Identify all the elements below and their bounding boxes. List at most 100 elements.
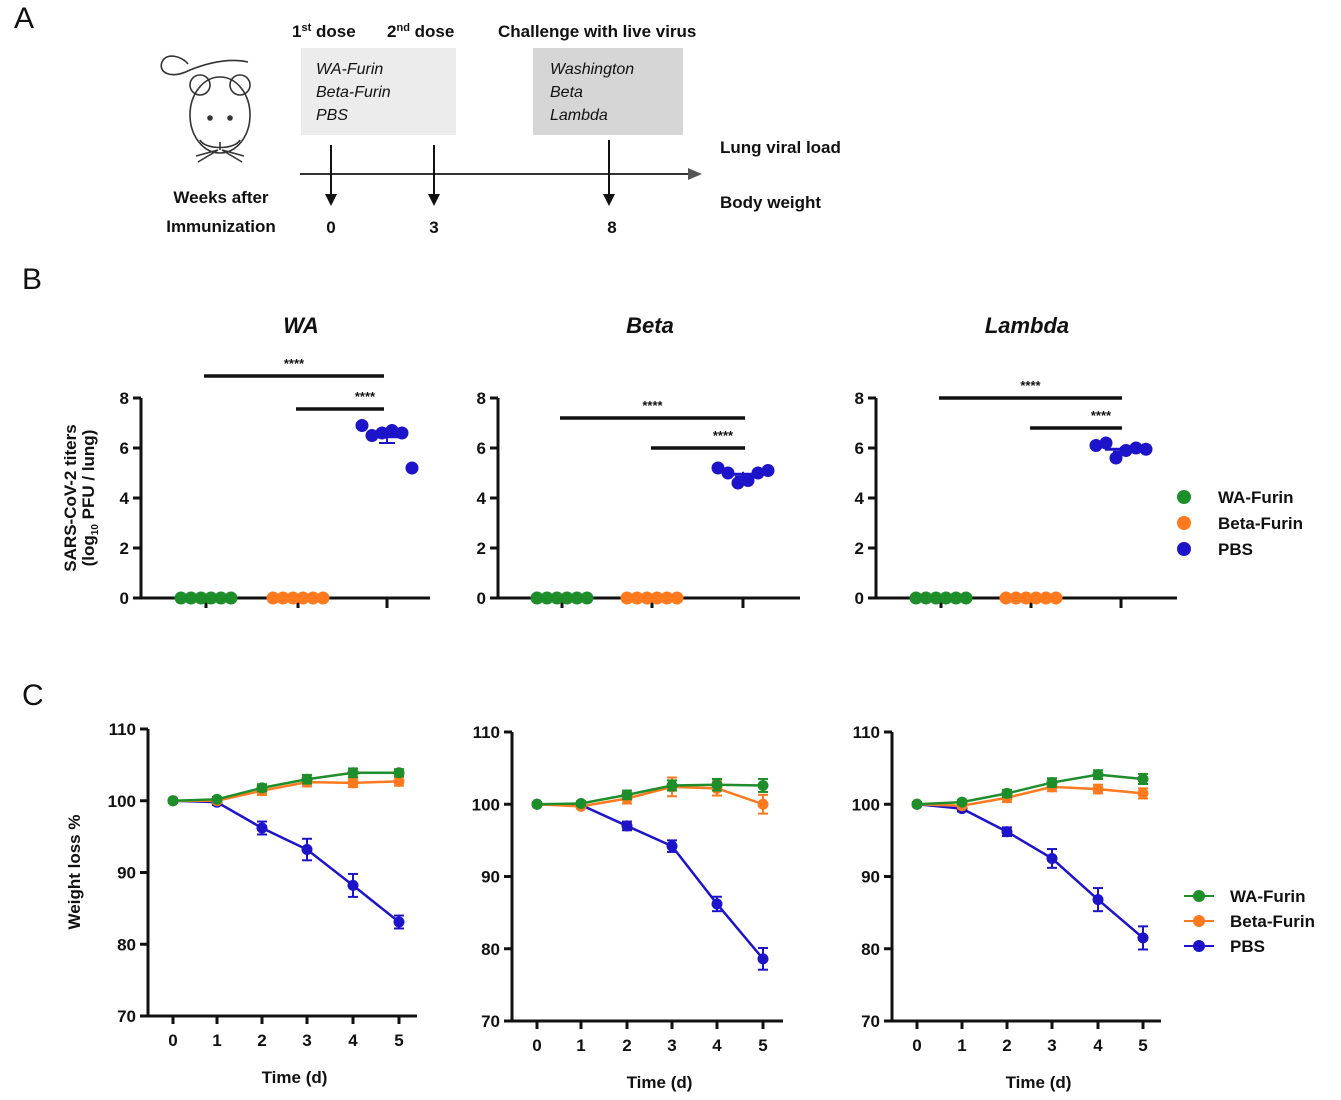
data-point-beta-furin — [1029, 591, 1043, 605]
data-point-pbs — [1099, 436, 1113, 450]
y-tick-label: 70 — [861, 1012, 880, 1031]
y-tick-label: 90 — [861, 868, 880, 887]
data-point-beta-furin — [316, 591, 330, 605]
data-point-wa-furin — [956, 796, 968, 808]
legend-marker-beta-furin — [1193, 915, 1205, 927]
data-point-pbs — [347, 879, 359, 891]
significance-label: **** — [642, 398, 663, 413]
data-point-pbs — [1046, 852, 1058, 864]
x-tick-label: 5 — [758, 1036, 767, 1055]
x-tick-label: 1 — [576, 1036, 585, 1055]
data-point-wa-furin — [204, 591, 218, 605]
significance-label: **** — [284, 356, 305, 371]
data-point-beta-furin — [660, 591, 674, 605]
data-point-wa-furin — [256, 782, 268, 794]
x-tick-label: 3 — [302, 1031, 311, 1050]
significance-label: **** — [1091, 408, 1112, 423]
legend-marker-pbs — [1177, 542, 1191, 556]
panel-a-timeline: 1st dose 2nd dose Challenge with live vi… — [160, 22, 841, 237]
x-axis-title: Time (d) — [262, 1068, 328, 1087]
panel-b-lung-titers: WA 0 2 4 6 8 **** **** Beta 0 2 4 6 8 **** **** Lambda 0 2… — [120, 313, 1177, 608]
data-point-beta-furin — [266, 591, 280, 605]
x-tick-label: 0 — [168, 1031, 177, 1050]
legend-label: Beta-Furin — [1218, 514, 1303, 533]
dose2-arrowhead — [428, 194, 440, 206]
data-point-wa-furin — [393, 767, 405, 779]
virus-item: Washington — [550, 61, 634, 78]
vaccine-box — [301, 48, 456, 135]
data-point-wa-furin — [530, 591, 544, 605]
data-point-wa-furin — [550, 591, 564, 605]
y-tick-label: 110 — [853, 723, 880, 742]
data-point-pbs — [711, 461, 725, 475]
data-point-beta-furin — [999, 591, 1013, 605]
data-point-wa-furin — [531, 798, 543, 810]
readout-label: Lung viral load — [720, 138, 841, 157]
data-point-wa-furin — [911, 798, 923, 810]
series-line-pbs — [172, 799, 400, 923]
data-point-pbs — [1109, 451, 1123, 465]
panel-label-c: C — [22, 679, 44, 712]
y-tick-label: 80 — [861, 940, 880, 959]
data-point-wa-furin — [214, 591, 228, 605]
data-point-wa-furin — [347, 767, 359, 779]
data-point-beta-furin — [757, 798, 769, 810]
virus-box — [533, 48, 683, 135]
legend-marker-wa-furin — [1177, 490, 1191, 504]
data-point-pbs — [1089, 439, 1103, 452]
data-point-wa-furin — [919, 591, 933, 605]
data-point-beta-furin — [620, 591, 634, 605]
y-tick-label: 0 — [120, 589, 129, 608]
series-line-beta-furin — [916, 785, 1144, 807]
legend-label: Beta-Furin — [1230, 912, 1315, 931]
data-point-wa-furin — [167, 795, 179, 807]
x-tick-label: 0 — [532, 1036, 541, 1055]
x-tick-label: 1 — [957, 1036, 966, 1055]
x-axis-title: Time (d) — [1006, 1073, 1072, 1092]
data-point-wa-furin — [211, 793, 223, 805]
weight-chart-1: 70 80 90 100 110 0 1 2 3 4 5 Time (d) — [108, 720, 417, 1087]
data-point-pbs — [385, 424, 399, 437]
data-point-pbs — [666, 840, 678, 852]
data-point-wa-furin — [560, 591, 574, 605]
y-tick-label: 90 — [481, 868, 500, 887]
titer-chart-lambda: Lambda 0 2 4 6 8 **** **** — [855, 313, 1177, 608]
data-point-wa-furin — [174, 591, 188, 605]
virus-item: Lambda — [550, 107, 608, 124]
data-point-pbs — [256, 822, 268, 834]
data-point-wa-furin — [301, 773, 313, 785]
y-tick-label: 4 — [855, 489, 865, 508]
data-point-beta-furin — [1009, 591, 1023, 605]
legend-c: WA-Furin Beta-Furin PBS — [1184, 887, 1315, 956]
chart-title: Beta — [626, 313, 674, 338]
significance-label: **** — [713, 428, 734, 443]
weeks-label: Immunization — [166, 217, 276, 236]
mouse-icon — [160, 55, 251, 163]
x-tick-label: 2 — [622, 1036, 631, 1055]
data-point-pbs — [711, 898, 723, 910]
y-tick-label: 0 — [855, 589, 864, 608]
data-point-pbs — [761, 464, 775, 477]
data-point-wa-furin — [570, 591, 584, 605]
data-point-pbs — [1092, 894, 1104, 906]
y-tick-label: 80 — [481, 940, 500, 959]
data-point-wa-furin — [929, 591, 943, 605]
data-point-beta-furin — [1019, 591, 1033, 605]
data-point-wa-furin — [1046, 777, 1058, 789]
panel-c-ylabel: Weight loss % — [65, 815, 84, 930]
legend-label: PBS — [1218, 540, 1253, 559]
data-point-wa-furin — [959, 591, 973, 605]
x-tick-label: 0 — [912, 1036, 921, 1055]
weeks-label: Weeks after — [173, 188, 269, 207]
svg-text:SARS-CoV-2 titers: SARS-CoV-2 titers — [61, 424, 80, 571]
panel-b-ylabel: SARS-CoV-2 titers (log10 PFU / lung) — [61, 424, 101, 571]
dose1-arrowhead — [325, 194, 337, 206]
series-line-beta-furin — [536, 785, 764, 808]
y-tick-label: 4 — [120, 489, 130, 508]
vaccine-item: Beta-Furin — [316, 84, 391, 101]
legend-marker-wa-furin — [1193, 890, 1205, 902]
x-tick-label: 4 — [712, 1036, 722, 1055]
y-tick-label: 90 — [117, 864, 136, 883]
y-tick-label: 110 — [473, 723, 500, 742]
